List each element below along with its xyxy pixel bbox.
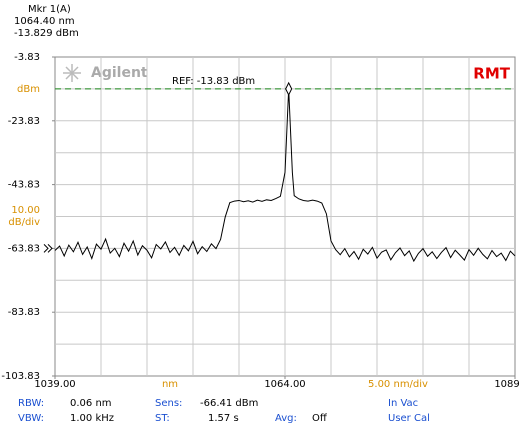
x-tick-label: 1089.00 bbox=[494, 379, 520, 390]
x-unit: nm bbox=[162, 379, 178, 390]
marker-title: Mkr 1(A) bbox=[28, 4, 71, 15]
x-span: 5.00 nm/div bbox=[368, 379, 428, 390]
status-value: 0.06 nm bbox=[70, 398, 112, 409]
status-label: RBW: bbox=[18, 398, 44, 409]
y-tick-label: -23.83 bbox=[8, 116, 40, 127]
scale-unit: dB/div bbox=[8, 217, 40, 228]
status-value: 1.57 s bbox=[208, 413, 239, 424]
brand-logo bbox=[63, 64, 81, 82]
threshold-marker bbox=[43, 244, 53, 253]
y-tick-label: -103.83 bbox=[1, 371, 40, 382]
status-value: -66.41 dBm bbox=[200, 398, 258, 409]
ref-unit: dBm bbox=[17, 84, 40, 95]
marker-diamond bbox=[285, 81, 293, 97]
y-tick-label: -43.83 bbox=[8, 180, 40, 191]
status-label: ST: bbox=[155, 413, 170, 424]
status-value: 1.00 kHz bbox=[70, 413, 114, 424]
y-tick-label: -3.83 bbox=[14, 52, 40, 63]
marker-x: 1064.40 nm bbox=[14, 16, 75, 27]
y-tick-label: -63.83 bbox=[8, 243, 40, 254]
scale-value: 10.00 bbox=[11, 205, 40, 216]
status-label: VBW: bbox=[18, 413, 44, 424]
ref-label: REF: -13.83 dBm bbox=[172, 76, 255, 87]
brand: Agilent bbox=[91, 65, 148, 81]
status-value: Off bbox=[312, 413, 328, 424]
status-label: Sens: bbox=[155, 398, 182, 409]
marker-y: -13.829 dBm bbox=[14, 28, 79, 39]
trace bbox=[54, 88, 516, 263]
status-label: User Cal bbox=[388, 413, 430, 424]
remote: RMT bbox=[473, 65, 510, 83]
y-tick-label: -83.83 bbox=[8, 307, 40, 318]
x-tick-label: 1039.00 bbox=[34, 379, 75, 390]
status-label: In Vac bbox=[388, 398, 418, 409]
status-label: Avg: bbox=[275, 413, 297, 424]
x-tick-label: 1064.00 bbox=[264, 379, 305, 390]
